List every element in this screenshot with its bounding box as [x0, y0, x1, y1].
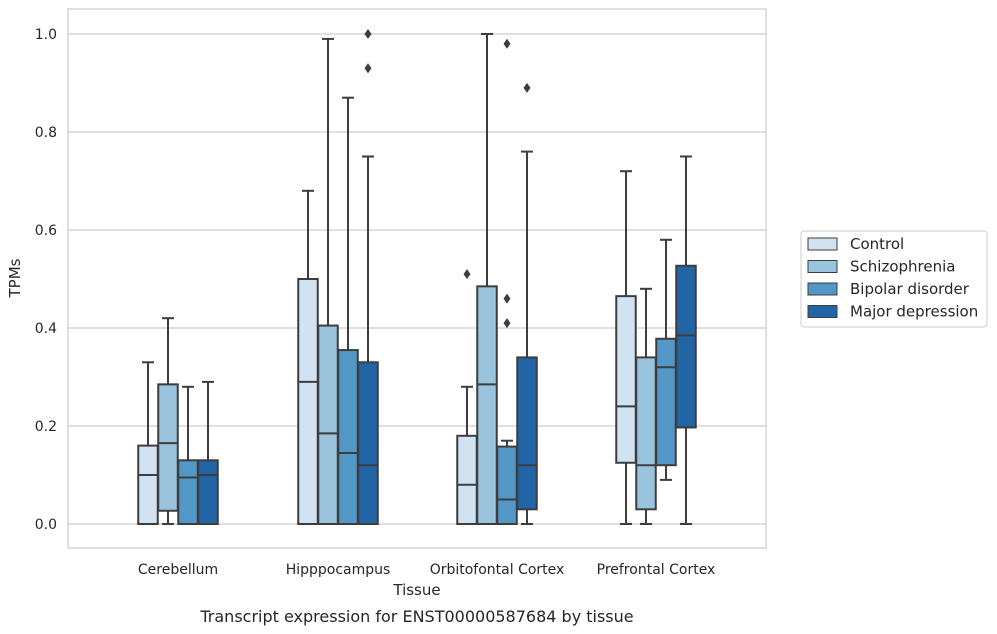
y-tick-label: 0.2 — [35, 419, 57, 435]
y-tick-label: 1.0 — [35, 27, 57, 43]
legend-label: Bipolar disorder — [850, 280, 970, 298]
x-axis-label: Tissue — [392, 581, 440, 599]
box-body — [317, 324, 339, 525]
y-tick-label: 0.0 — [35, 517, 57, 533]
legend: Control Schizophrenia Bipolar disorder Majo… — [800, 230, 988, 328]
box-body — [197, 459, 219, 525]
box-0-2 — [456, 269, 478, 525]
y-tick-labels: 0.0 0.2 0.4 0.6 0.8 1.0 — [35, 27, 57, 533]
legend-swatch — [807, 260, 838, 273]
x-tick-label: Cerebellum — [138, 562, 218, 578]
box-body — [516, 356, 538, 511]
outlier-point — [503, 38, 511, 49]
outlier-point — [503, 293, 511, 304]
box-body — [675, 264, 697, 429]
box-body — [615, 295, 637, 464]
outlier-point — [364, 63, 372, 74]
y-tick-label: 0.6 — [35, 223, 57, 239]
x-tick-label: Hipppocampus — [286, 562, 391, 578]
box-body — [157, 383, 179, 512]
box-1-2 — [476, 33, 498, 525]
legend-swatch — [807, 282, 838, 296]
box-body — [337, 349, 359, 525]
box-0-0 — [137, 361, 159, 526]
outlier-point — [503, 318, 511, 329]
y-tick-label: 0.4 — [35, 321, 57, 337]
box-body — [137, 444, 159, 526]
box-body — [177, 459, 199, 525]
y-axis-label: TPMs — [6, 258, 24, 298]
legend-swatch — [807, 305, 838, 318]
legend-swatch — [807, 237, 838, 251]
x-tick-label: Orbitofontal Cortex — [430, 562, 565, 578]
box-1-1 — [317, 37, 339, 525]
x-tick-labels: Cerebellum Hipppocampus Orbitofontal Corte… — [138, 562, 715, 578]
box-2-2 — [496, 38, 518, 525]
outlier-point — [523, 82, 531, 93]
chart-caption: Transcript expression for ENST0000058768… — [199, 607, 633, 626]
box-body — [456, 434, 478, 525]
box-2-1 — [337, 96, 359, 525]
box-2-0 — [177, 385, 199, 525]
box-3-2 — [516, 82, 538, 525]
legend-items: Control Schizophrenia Bipolar disorder Majo… — [807, 235, 978, 321]
box-body — [655, 337, 677, 467]
box-body — [476, 285, 498, 525]
box-3-0 — [197, 380, 219, 525]
box-3-3 — [675, 155, 697, 525]
box-body — [297, 278, 319, 525]
box-body — [635, 356, 657, 511]
x-tick-label: Prefrontal Cortex — [597, 562, 716, 578]
box-1-3 — [635, 287, 657, 525]
legend-label: Major depression — [850, 303, 978, 321]
box-layer — [137, 29, 697, 526]
box-0-1 — [297, 189, 319, 525]
y-tick-label: 0.8 — [35, 125, 57, 141]
outlier-point — [364, 29, 372, 39]
legend-frame — [800, 230, 988, 328]
box-3-1 — [357, 29, 379, 525]
legend-label: Control — [850, 235, 904, 253]
plot-frame — [67, 8, 767, 549]
legend-label: Schizophrenia — [850, 258, 955, 276]
box-0-3 — [615, 170, 637, 525]
box-body — [496, 445, 518, 525]
outlier-point — [463, 269, 471, 280]
box-1-0 — [157, 317, 179, 525]
box-2-3 — [655, 238, 677, 481]
box-body — [357, 361, 379, 525]
